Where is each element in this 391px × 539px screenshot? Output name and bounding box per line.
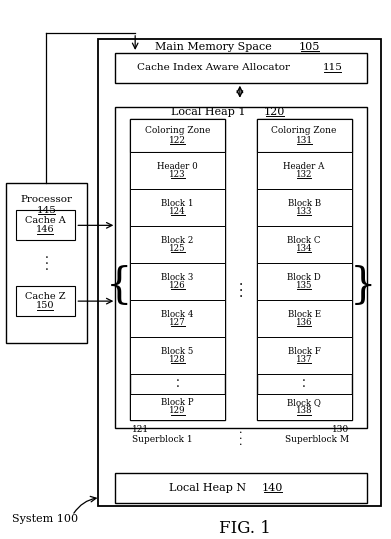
FancyBboxPatch shape bbox=[130, 337, 225, 374]
Text: Block C: Block C bbox=[287, 236, 321, 245]
Text: Main Memory Space: Main Memory Space bbox=[154, 42, 271, 52]
Text: 150: 150 bbox=[36, 301, 55, 310]
Text: 124: 124 bbox=[169, 206, 186, 216]
Text: 136: 136 bbox=[296, 318, 312, 327]
Text: Cache Z: Cache Z bbox=[25, 292, 66, 301]
FancyBboxPatch shape bbox=[257, 189, 352, 226]
Text: 131: 131 bbox=[296, 136, 313, 144]
FancyBboxPatch shape bbox=[257, 394, 352, 420]
Text: Block 3: Block 3 bbox=[161, 273, 194, 282]
Text: .: . bbox=[176, 377, 179, 390]
FancyBboxPatch shape bbox=[130, 394, 225, 420]
Text: 133: 133 bbox=[296, 206, 312, 216]
FancyBboxPatch shape bbox=[5, 183, 87, 343]
Text: 130: 130 bbox=[332, 425, 350, 434]
Text: 146: 146 bbox=[36, 225, 55, 234]
Text: {: { bbox=[106, 265, 133, 307]
Text: Superblock M: Superblock M bbox=[285, 435, 350, 444]
Text: 129: 129 bbox=[169, 406, 186, 416]
Text: }: } bbox=[349, 265, 376, 307]
Text: 145: 145 bbox=[36, 206, 56, 215]
FancyBboxPatch shape bbox=[257, 119, 352, 420]
FancyBboxPatch shape bbox=[130, 151, 225, 189]
Text: Superblock 1: Superblock 1 bbox=[132, 435, 193, 444]
Text: Block 4: Block 4 bbox=[161, 310, 194, 319]
Text: .: . bbox=[176, 371, 179, 384]
FancyBboxPatch shape bbox=[115, 53, 366, 83]
Text: 132: 132 bbox=[296, 170, 312, 178]
Text: Header 0: Header 0 bbox=[157, 162, 198, 171]
Text: Cache A: Cache A bbox=[25, 216, 66, 225]
Text: Block 5: Block 5 bbox=[161, 347, 194, 356]
Text: .: . bbox=[239, 274, 243, 288]
Text: 121: 121 bbox=[132, 425, 149, 434]
FancyBboxPatch shape bbox=[257, 337, 352, 374]
FancyBboxPatch shape bbox=[257, 151, 352, 189]
Text: System 100: System 100 bbox=[13, 515, 79, 524]
Text: .: . bbox=[45, 248, 48, 261]
FancyBboxPatch shape bbox=[257, 119, 352, 151]
Text: 120: 120 bbox=[264, 107, 285, 116]
Text: Coloring Zone: Coloring Zone bbox=[145, 126, 210, 135]
Text: Header A: Header A bbox=[283, 162, 325, 171]
Text: .: . bbox=[302, 371, 306, 384]
Text: 127: 127 bbox=[169, 318, 186, 327]
Text: 122: 122 bbox=[169, 136, 186, 144]
Text: 128: 128 bbox=[169, 355, 186, 364]
Text: .: . bbox=[239, 280, 243, 294]
Text: Block F: Block F bbox=[288, 347, 321, 356]
Text: Local Heap 1: Local Heap 1 bbox=[171, 107, 245, 116]
FancyBboxPatch shape bbox=[257, 300, 352, 337]
Text: Local Heap N: Local Heap N bbox=[169, 482, 247, 493]
FancyBboxPatch shape bbox=[16, 210, 75, 240]
Text: Block 2: Block 2 bbox=[161, 236, 194, 245]
Text: .: . bbox=[239, 425, 243, 435]
Text: FIG. 1: FIG. 1 bbox=[219, 520, 271, 537]
Text: 125: 125 bbox=[169, 244, 186, 253]
Text: .: . bbox=[45, 260, 48, 273]
Text: 140: 140 bbox=[262, 482, 283, 493]
Text: 135: 135 bbox=[296, 281, 312, 290]
Text: .: . bbox=[45, 254, 48, 267]
Text: 137: 137 bbox=[296, 355, 312, 364]
Text: Processor: Processor bbox=[20, 195, 72, 204]
FancyBboxPatch shape bbox=[115, 107, 366, 428]
Text: .: . bbox=[302, 377, 306, 390]
FancyBboxPatch shape bbox=[16, 286, 75, 316]
FancyBboxPatch shape bbox=[257, 226, 352, 262]
Text: .: . bbox=[239, 286, 243, 300]
Text: 138: 138 bbox=[296, 406, 312, 416]
FancyBboxPatch shape bbox=[130, 226, 225, 262]
Text: .: . bbox=[239, 431, 243, 441]
FancyBboxPatch shape bbox=[130, 119, 225, 420]
Text: 115: 115 bbox=[323, 63, 343, 72]
FancyBboxPatch shape bbox=[130, 119, 225, 151]
FancyBboxPatch shape bbox=[98, 39, 382, 506]
Text: .: . bbox=[239, 437, 243, 447]
Text: Block B: Block B bbox=[288, 199, 321, 208]
Text: Block 1: Block 1 bbox=[161, 199, 194, 208]
Text: Block Q: Block Q bbox=[287, 398, 321, 407]
Text: 126: 126 bbox=[169, 281, 186, 290]
Text: 123: 123 bbox=[169, 170, 186, 178]
Text: Block P: Block P bbox=[161, 398, 194, 407]
FancyBboxPatch shape bbox=[130, 262, 225, 300]
FancyBboxPatch shape bbox=[130, 300, 225, 337]
Text: Block E: Block E bbox=[288, 310, 321, 319]
FancyBboxPatch shape bbox=[130, 189, 225, 226]
Text: 134: 134 bbox=[296, 244, 312, 253]
Text: 105: 105 bbox=[299, 42, 320, 52]
FancyBboxPatch shape bbox=[115, 473, 366, 502]
Text: Block D: Block D bbox=[287, 273, 321, 282]
FancyBboxPatch shape bbox=[257, 262, 352, 300]
Text: Cache Index Aware Allocator: Cache Index Aware Allocator bbox=[138, 63, 291, 72]
Text: Coloring Zone: Coloring Zone bbox=[271, 126, 337, 135]
